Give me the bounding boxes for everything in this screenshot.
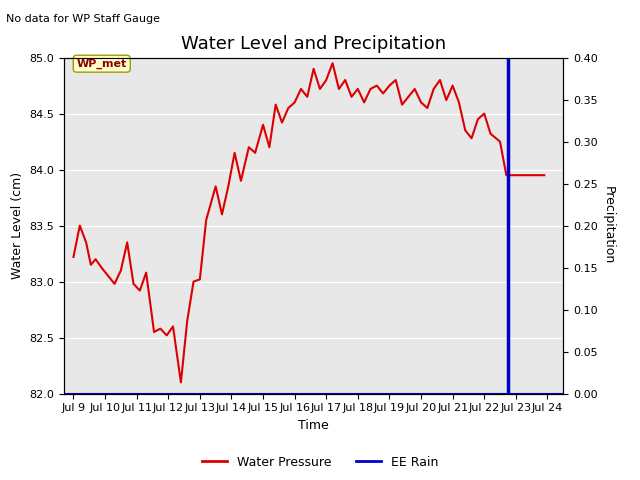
Y-axis label: Precipitation: Precipitation bbox=[602, 186, 614, 265]
X-axis label: Time: Time bbox=[298, 419, 329, 432]
Text: No data for WP Staff Gauge: No data for WP Staff Gauge bbox=[6, 14, 161, 24]
Y-axis label: Water Level (cm): Water Level (cm) bbox=[11, 172, 24, 279]
Legend: Water Pressure, EE Rain: Water Pressure, EE Rain bbox=[196, 451, 444, 474]
Text: WP_met: WP_met bbox=[77, 59, 127, 69]
Title: Water Level and Precipitation: Water Level and Precipitation bbox=[181, 35, 446, 53]
